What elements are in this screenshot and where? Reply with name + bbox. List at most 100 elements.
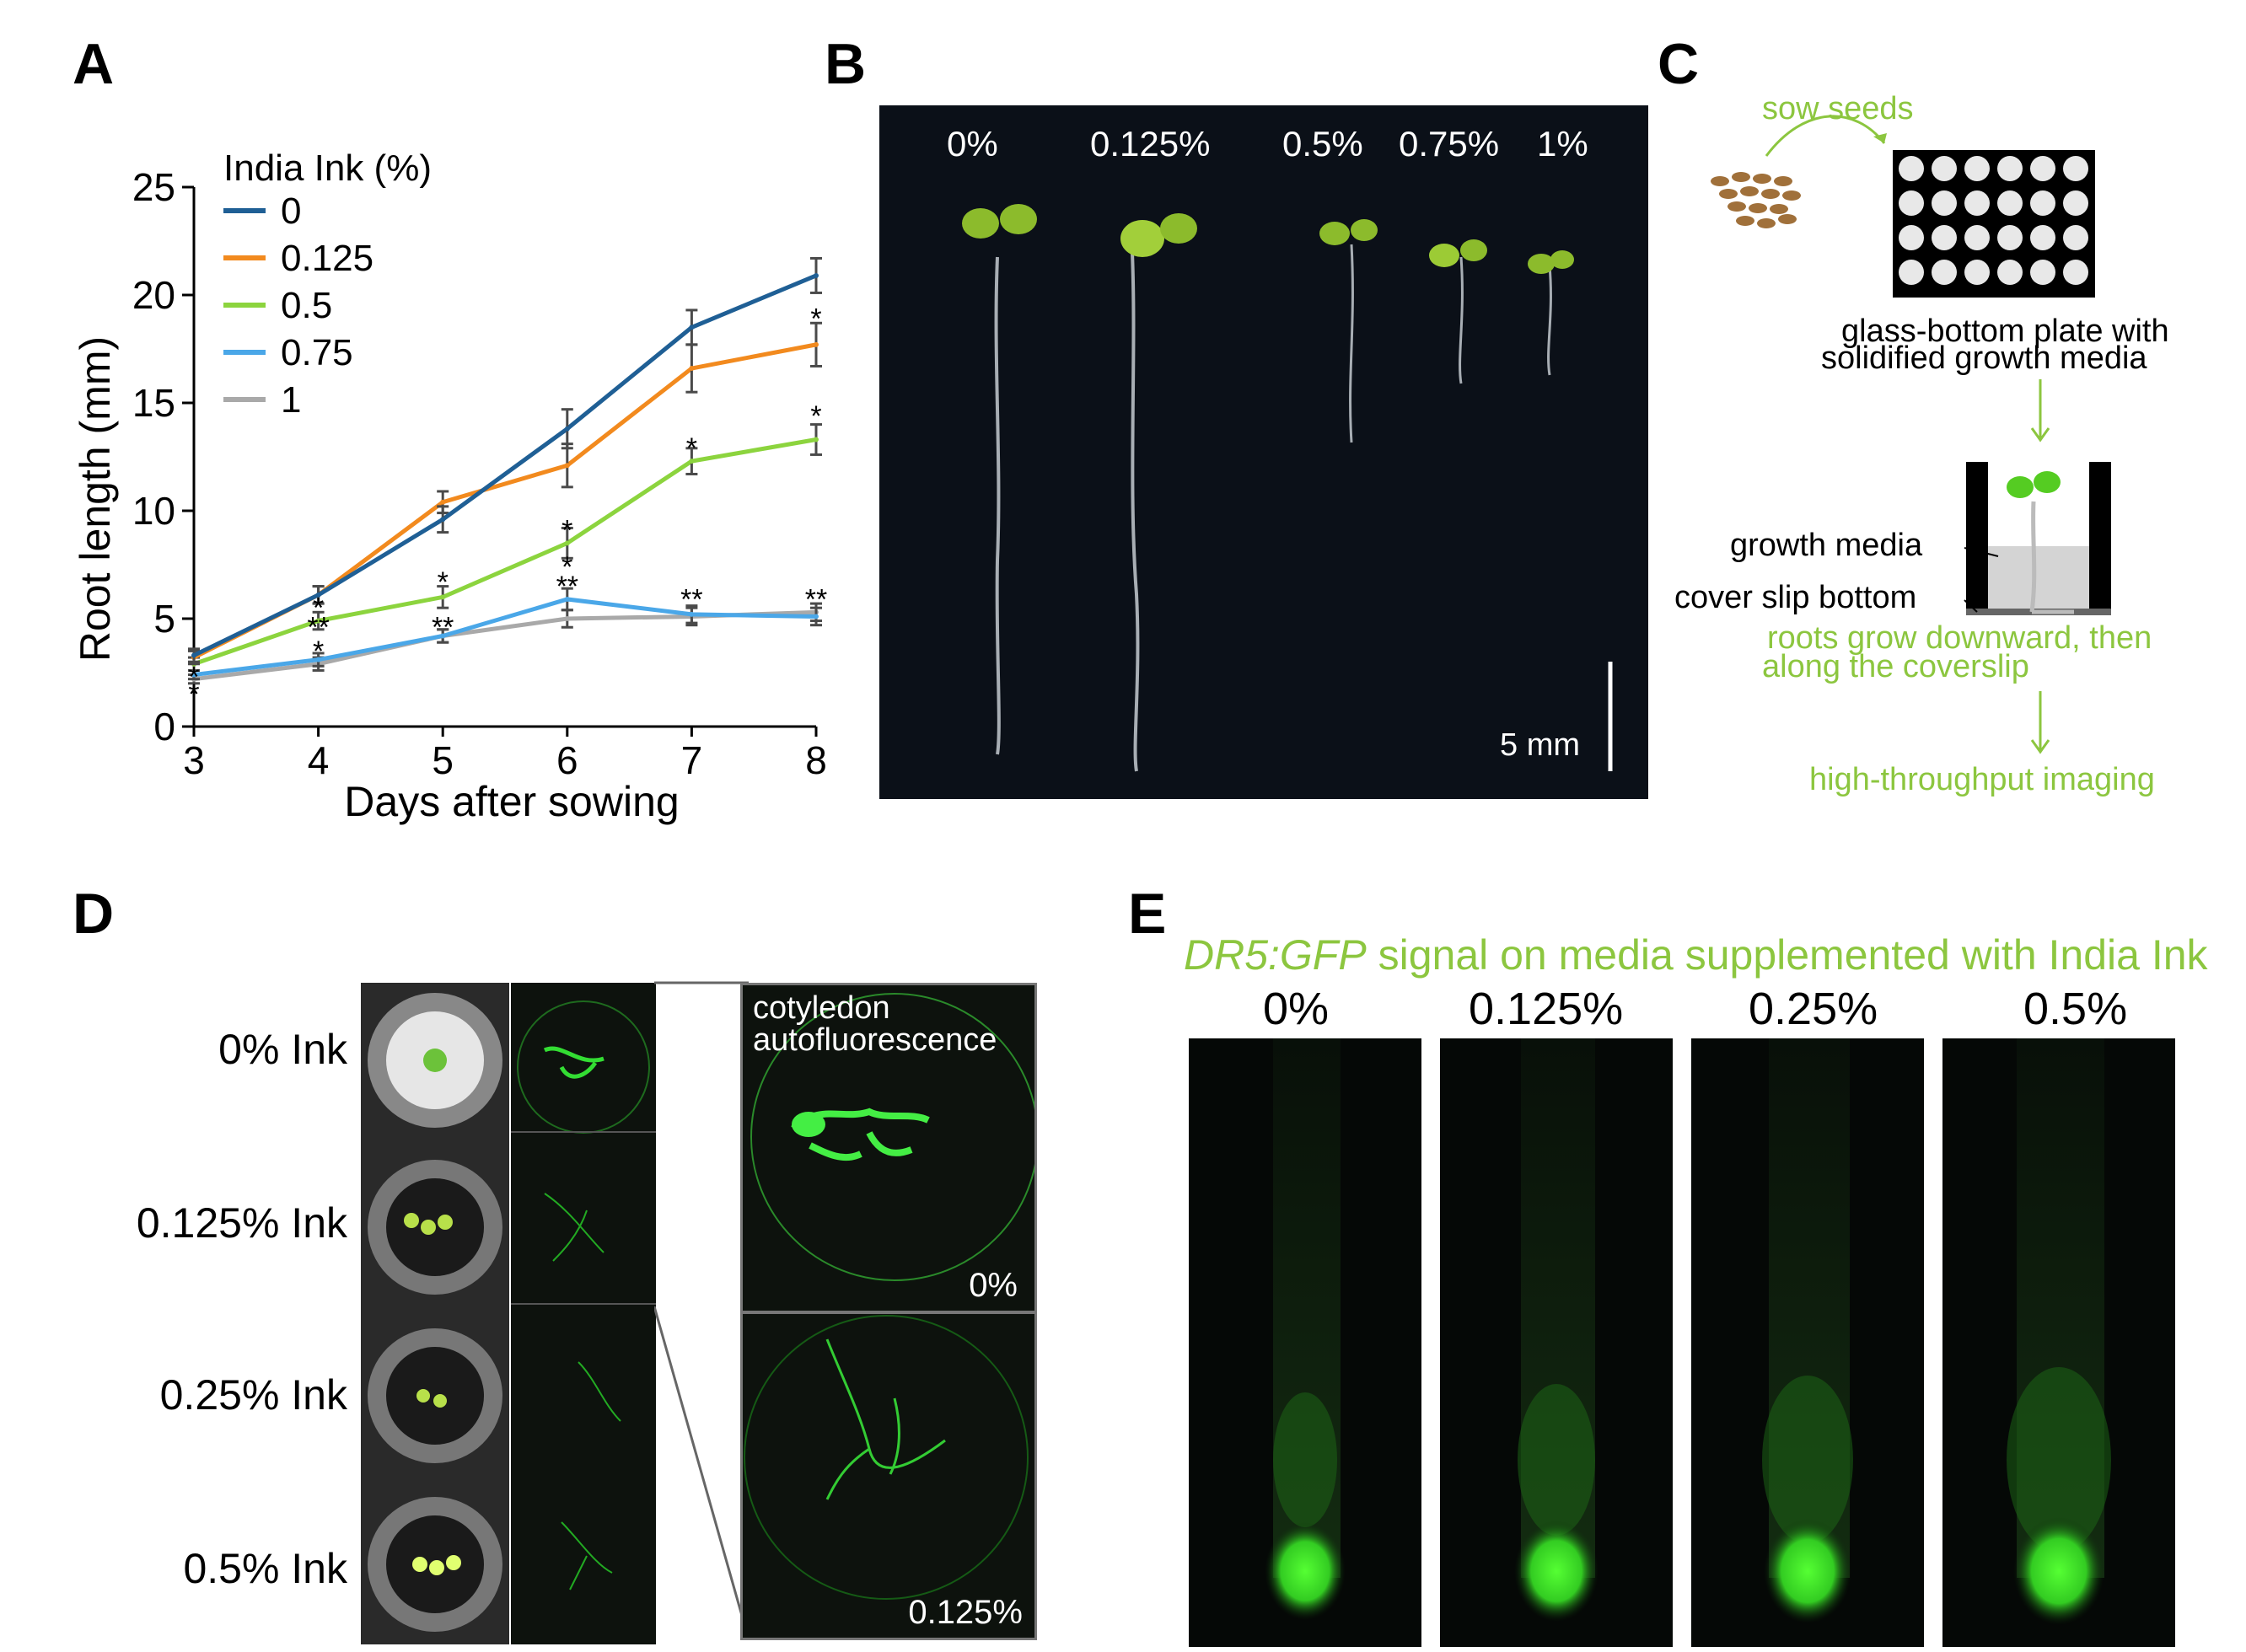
seeds-icon [1711,172,1801,228]
y-tick-label: 25 [132,165,175,209]
autofluorescence-label-line1: cotyledon [753,990,890,1026]
zoom-label-0125: 0.125% [908,1594,1023,1631]
chart-axes [192,187,816,728]
significance-marker: * [438,566,449,598]
sow-arrow [1765,115,1886,157]
autofluorescence-label-line2: autofluorescence [753,1022,997,1058]
plate-well [2030,190,2055,216]
series-line [193,597,817,678]
data-point [564,540,570,546]
legend-entry: 0.75 [281,332,353,373]
row-label-0125: 0.125% Ink [136,1199,347,1247]
panel-label-c: C [1658,32,1700,96]
plate-well [1899,225,1924,250]
series-0.75 [188,587,822,681]
x-tick-label: 7 [681,738,703,782]
significance-marker: * [188,662,199,694]
roots-grow-label-line2: along the coverslip [1762,649,2029,684]
significance-marker: ** [556,571,578,603]
plate-well [1964,225,1990,250]
significance-marker: ** [805,583,827,615]
data-point [814,272,819,278]
panel-label-b: B [825,32,867,96]
seedling-label-0: 0% [947,124,998,164]
plate-well [1997,190,2023,216]
data-point [440,633,446,639]
plate-well [1932,156,1957,181]
significance-marker: * [810,400,821,432]
zoom-label-0: 0% [969,1267,1018,1304]
gfp-root-image [1942,1038,2175,1647]
seedling-label-1: 1% [1537,124,1588,164]
gfp-label-0125: 0.125% [1469,984,1624,1034]
legend-entry: 0.5 [281,285,332,326]
x-tick-label: 8 [805,738,827,782]
seedlings-illustration [962,204,1613,772]
gfp-label-025: 0.25% [1749,984,1878,1034]
plate-well [2063,190,2088,216]
significance-marker: ** [307,612,329,644]
x-tick-label: 3 [183,738,205,782]
scale-bar-label: 5 mm [1500,727,1580,763]
data-point [440,594,446,600]
data-point [315,592,321,598]
significance-marker: * [562,514,572,546]
row-label-05: 0.5% Ink [183,1545,347,1592]
row-label-025: 0.25% Ink [159,1371,347,1419]
series-line [192,273,817,657]
data-point [191,652,196,658]
panel-label-d: D [73,882,115,946]
legend-title: India Ink (%) [223,148,432,189]
data-point [689,366,695,372]
data-point [191,672,196,678]
data-point [814,341,819,347]
plate-well [2063,225,2088,250]
x-tick-label: 4 [308,738,330,782]
significance-marker: * [313,636,324,668]
plate-well [1997,156,2023,181]
data-point [440,517,446,523]
dr5-gfp-title-rest: signal on media supplemented with India … [1366,931,2208,979]
chart-legend: 0 0.125 0.5 0.75 1 [223,190,373,421]
dr5-gfp-title: DR5:GFP signal on media supplemented wit… [1184,934,2208,976]
data-point [689,324,695,330]
seedlings-photo: 0% 0.125% 0.5% 0.75% 1% 5 mm [879,105,1648,799]
significance-marker: ** [680,583,702,615]
panel-label-a: A [73,32,115,96]
seedling-label-0125: 0.125% [1090,124,1211,164]
plate-wells-photo-strip [361,983,509,1644]
data-point [564,616,570,621]
gfp-root-image [1440,1038,1673,1647]
gfp-root-image [1189,1038,1421,1647]
data-point [315,657,321,662]
seedling-label-05: 0.5% [1282,124,1363,164]
gfp-label-0: 0% [1263,984,1330,1034]
plate-well [2030,156,2055,181]
significance-marker: * [686,432,697,464]
data-point [564,596,570,602]
gfp-label-05: 0.5% [2023,984,2128,1034]
plate-well [2030,225,2055,250]
y-tick-label: 0 [153,705,175,748]
series-line [193,437,817,667]
plate-well [1997,260,2023,285]
plate-well [1997,225,2023,250]
plate-well [2030,260,2055,285]
y-axis-label: Root length (mm) [72,336,119,662]
series-0 [188,256,822,663]
sow-seeds-label: sow seeds [1762,91,1914,126]
zoom-lines [654,981,749,1640]
x-axis-label: Days after sowing [344,778,679,825]
data-point [814,437,819,442]
row-label-0: 0% Ink [218,1026,347,1073]
plate-well [1964,190,1990,216]
significance-marker: * [810,303,821,335]
data-point [689,459,695,464]
well-cross-section-icon [1964,462,2111,615]
imaging-label: high-throughput imaging [1809,762,2155,797]
data-point [440,499,446,505]
dr5-gfp-title-italic: DR5:GFP [1184,931,1367,979]
significance-marker: * [188,678,199,711]
plate-well [1899,190,1924,216]
data-point [315,618,321,624]
